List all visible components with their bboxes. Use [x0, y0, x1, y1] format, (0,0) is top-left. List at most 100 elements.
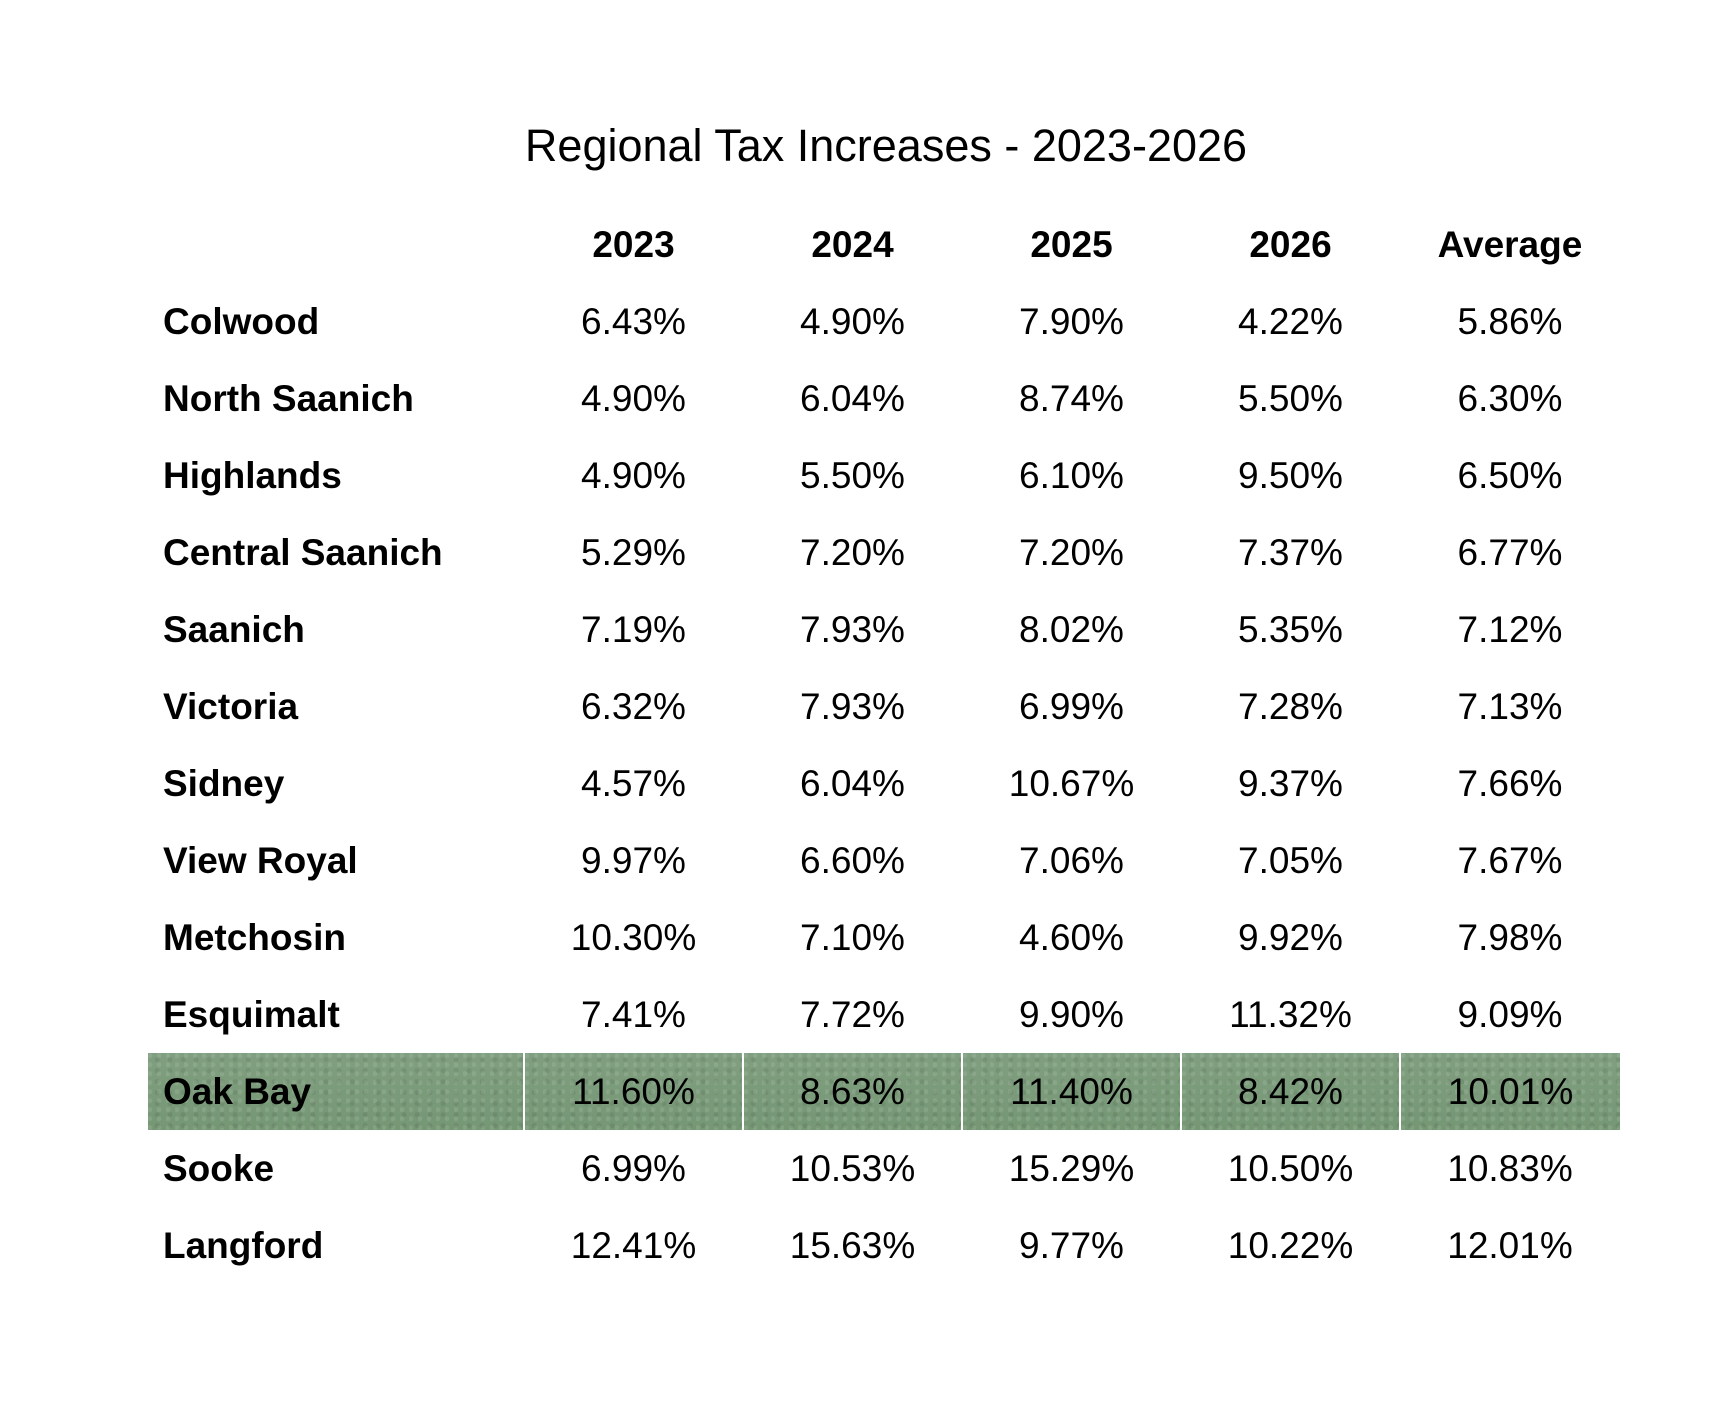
- value-cell-2023: 10.30%: [570, 916, 697, 958]
- value-cell-2026: 9.50%: [1238, 454, 1343, 496]
- value-cell-2026: 5.50%: [1238, 377, 1343, 419]
- value-cell-2025: 9.90%: [1019, 993, 1124, 1035]
- value-cell-2023: 6.32%: [581, 685, 686, 727]
- value-cell-2024: 7.93%: [800, 608, 905, 650]
- value-cell-2023: 5.29%: [581, 531, 686, 573]
- table-row: Esquimalt 7.41% 7.72% 9.90% 11.32% 9.09%: [148, 976, 1620, 1053]
- value-cell-2025: 7.90%: [1019, 300, 1124, 342]
- table-row: Central Saanich 5.29% 7.20% 7.20% 7.37% 6.77%: [148, 514, 1620, 591]
- value-cell-average: 12.01%: [1447, 1224, 1573, 1266]
- value-cell-2023: 6.43%: [581, 300, 686, 342]
- value-cell-2023: 6.99%: [581, 1147, 686, 1189]
- value-cell-2026: 7.05%: [1238, 839, 1343, 881]
- value-cell-2023: 4.57%: [581, 762, 686, 804]
- value-cell-2024: 4.90%: [800, 300, 905, 342]
- table-row: Langford 12.41% 15.63% 9.77% 10.22% 12.01%: [148, 1207, 1620, 1284]
- value-cell-2025: 7.06%: [1019, 839, 1124, 881]
- table-row: View Royal 9.97% 6.60% 7.06% 7.05% 7.67%: [148, 822, 1620, 899]
- value-cell-2025: 11.40%: [961, 1053, 1181, 1130]
- value-cell-2023: 7.41%: [581, 993, 686, 1035]
- value-cell-2026: 7.37%: [1238, 531, 1343, 573]
- value-cell-2023: 4.90%: [581, 377, 686, 419]
- value-cell-2025: 8.74%: [1019, 377, 1124, 419]
- value-cell-average: 9.09%: [1457, 993, 1563, 1035]
- value-cell-2026: 10.50%: [1227, 1147, 1354, 1189]
- column-header-2023: 2023: [592, 223, 675, 265]
- table-row: Saanich 7.19% 7.93% 8.02% 5.35% 7.12%: [148, 591, 1620, 668]
- region-name-cell: Victoria: [163, 685, 299, 727]
- table-row: Sooke 6.99% 10.53% 15.29% 10.50% 10.83%: [148, 1130, 1620, 1207]
- value-cell-2026: 5.35%: [1238, 608, 1343, 650]
- value-cell-2025: 8.02%: [1019, 608, 1124, 650]
- table-row: Highlands 4.90% 5.50% 6.10% 9.50% 6.50%: [148, 437, 1620, 514]
- value-cell-2026: 11.32%: [1229, 993, 1352, 1035]
- region-name-cell: Langford: [163, 1224, 324, 1266]
- value-cell-2024: 7.10%: [800, 916, 905, 958]
- value-cell-2024: 10.53%: [789, 1147, 916, 1189]
- value-cell-2026: 4.22%: [1238, 300, 1343, 342]
- chart-title: Regional Tax Increases - 2023-2026: [524, 120, 1248, 171]
- region-name-cell: Highlands: [163, 454, 342, 496]
- value-cell-average: 6.30%: [1457, 377, 1563, 419]
- column-header-2024: 2024: [811, 223, 894, 265]
- value-cell-average: 5.86%: [1457, 300, 1563, 342]
- value-cell-average: 10.01%: [1399, 1053, 1620, 1130]
- value-cell-2025: 7.20%: [1019, 531, 1124, 573]
- value-cell-2024: 8.63%: [742, 1053, 962, 1130]
- value-cell-2024: 6.04%: [800, 377, 905, 419]
- region-name-cell: North Saanich: [163, 377, 414, 419]
- region-name-cell: Esquimalt: [163, 993, 340, 1035]
- column-header-average: Average: [1437, 223, 1583, 265]
- value-cell-2024: 5.50%: [800, 454, 905, 496]
- value-cell-2023: 12.41%: [570, 1224, 697, 1266]
- value-cell-2026: 10.22%: [1227, 1224, 1354, 1266]
- table-row: Sidney 4.57% 6.04% 10.67% 9.37% 7.66%: [148, 745, 1620, 822]
- region-name-cell: Oak Bay: [148, 1053, 524, 1130]
- value-cell-average: 7.13%: [1457, 685, 1563, 727]
- value-cell-average: 7.66%: [1457, 762, 1563, 804]
- value-cell-2026: 9.92%: [1238, 916, 1343, 958]
- region-name-cell: View Royal: [163, 839, 358, 881]
- value-cell-2023: 7.19%: [581, 608, 686, 650]
- region-name-cell: Sooke: [163, 1147, 275, 1189]
- value-cell-average: 7.67%: [1457, 839, 1563, 881]
- tax-table: 2023 2024 2025 2026 Average Colwood 6.43%…: [148, 206, 1620, 1284]
- value-cell-average: 10.83%: [1447, 1147, 1573, 1189]
- column-header-2026: 2026: [1249, 223, 1332, 265]
- value-cell-average: 7.12%: [1457, 608, 1563, 650]
- value-cell-2025: 10.67%: [1008, 762, 1135, 804]
- column-header-region: [148, 206, 524, 283]
- value-cell-2025: 6.10%: [1019, 454, 1124, 496]
- table-row: Metchosin 10.30% 7.10% 4.60% 9.92% 7.98%: [148, 899, 1620, 976]
- tax-table-container: 2023 2024 2025 2026 Average Colwood 6.43%…: [148, 206, 1620, 1284]
- value-cell-2025: 6.99%: [1019, 685, 1124, 727]
- value-cell-2024: 7.93%: [800, 685, 905, 727]
- value-cell-2024: 6.04%: [800, 762, 905, 804]
- table-row: Victoria 6.32% 7.93% 6.99% 7.28% 7.13%: [148, 668, 1620, 745]
- value-cell-2024: 15.63%: [789, 1224, 916, 1266]
- table-row: North Saanich 4.90% 6.04% 8.74% 5.50% 6.30%: [148, 360, 1620, 437]
- value-cell-2024: 7.72%: [800, 993, 905, 1035]
- region-name-cell: Metchosin: [163, 916, 346, 958]
- region-name-cell: Central Saanich: [163, 531, 443, 573]
- value-cell-2023: 4.90%: [581, 454, 686, 496]
- region-name-cell: Colwood: [163, 300, 320, 342]
- value-cell-2025: 9.77%: [1019, 1224, 1124, 1266]
- region-name-cell: Sidney: [163, 762, 285, 804]
- value-cell-2026: 7.28%: [1238, 685, 1343, 727]
- header-row: 2023 2024 2025 2026 Average: [148, 206, 1620, 283]
- value-cell-2026: 9.37%: [1238, 762, 1343, 804]
- value-cell-2024: 7.20%: [800, 531, 905, 573]
- value-cell-2025: 15.29%: [1008, 1147, 1135, 1189]
- value-cell-average: 6.77%: [1457, 531, 1563, 573]
- table-row: Colwood 6.43% 4.90% 7.90% 4.22% 5.86%: [148, 283, 1620, 360]
- region-name-cell: Saanich: [163, 608, 305, 650]
- table-row: Oak Bay 11.60% 8.63% 11.40% 8.42% 10.01%: [148, 1053, 1620, 1130]
- value-cell-2025: 4.60%: [1019, 916, 1124, 958]
- value-cell-2023: 11.60%: [523, 1053, 743, 1130]
- value-cell-2024: 6.60%: [800, 839, 905, 881]
- value-cell-2023: 9.97%: [581, 839, 686, 881]
- value-cell-2026: 8.42%: [1180, 1053, 1400, 1130]
- column-header-2025: 2025: [1030, 223, 1113, 265]
- table-body: Colwood 6.43% 4.90% 7.90% 4.22% 5.86% North Sa…: [148, 283, 1620, 1284]
